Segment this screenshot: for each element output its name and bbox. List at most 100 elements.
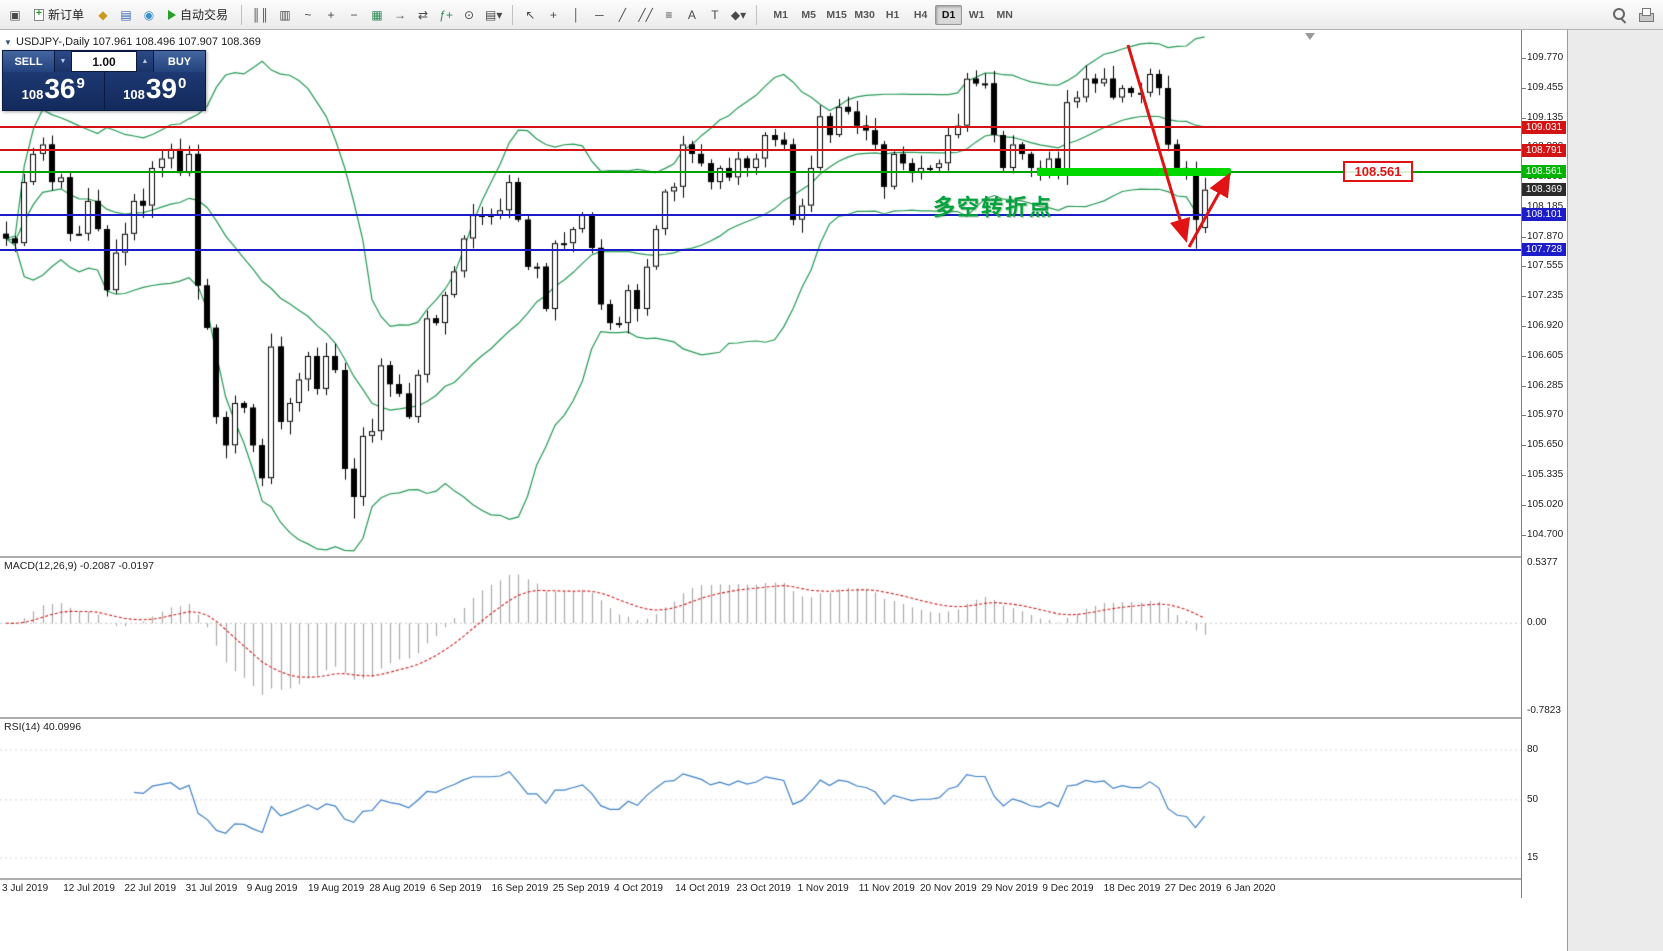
candlestick-chart-icon: ▥ [279,7,291,22]
tile-windows-button[interactable]: ▦ [366,4,388,26]
line-chart-button[interactable]: ~ [297,4,319,26]
market-watch-icon: ▤ [120,7,132,22]
support-band[interactable] [1037,167,1231,176]
horizontal-line-button[interactable]: ─ [588,4,610,26]
timeframe-d1-button[interactable]: D1 [935,4,963,25]
level-line-resistance-1[interactable] [0,126,1521,129]
price-axis-label: 107.235 [1527,290,1564,302]
arrows-button[interactable]: ◆▾ [727,4,750,26]
trendline-button[interactable]: ╱ [611,4,633,26]
date-label: 14 Oct 2019 [675,883,730,894]
price-tick [1522,236,1526,238]
auto-scroll-button[interactable]: → [389,4,411,26]
arrows-icon: ◆▾ [730,7,747,22]
timeframe-h4-button[interactable]: H4 [913,8,928,21]
rsi-dates-separator[interactable] [0,878,1566,880]
rsi-indicator-label: RSI(14) 40.0996 [4,721,82,733]
rsi-canvas[interactable] [0,719,1521,878]
price-axis-label: 107.870 [1527,230,1564,242]
volume-down-button[interactable]: ▼ [55,51,71,72]
sell-price-big: 36 [44,73,76,104]
timeframe-h1-button[interactable]: H1 [885,8,900,21]
level-line-resistance-2[interactable] [0,149,1521,152]
candlestick-chart-button[interactable]: ▥ [274,4,296,26]
metaeditor-button[interactable]: ◆ [92,4,114,26]
sell-price-button[interactable]: 108 36 9 [3,72,105,110]
level-line-pivot[interactable] [0,170,1521,173]
timeframe-mn-button[interactable]: MN [996,8,1013,21]
bar-chart-button[interactable]: ║║ [248,4,273,26]
fibonacci-button[interactable]: ≡ [658,4,680,26]
price-tag-current-bid: 108.369 [1522,183,1566,197]
text-button[interactable]: A [681,4,703,26]
timeframe-m1-button[interactable]: M1 [773,8,788,21]
equidistant-channel-icon: ╱╱ [638,7,653,22]
trend-arrow-up[interactable] [1187,172,1231,248]
terminal-window-button[interactable]: ▣ [4,4,26,26]
timeframe-m5-button[interactable]: M5 [801,8,816,21]
date-label: 18 Dec 2019 [1103,883,1161,894]
vertical-line-button[interactable]: │ [565,4,587,26]
price-tick [1522,87,1526,89]
templates-button[interactable]: ▤▾ [481,4,506,26]
market-watch-button[interactable]: ▤ [115,4,137,26]
level-line-support-2[interactable] [0,248,1521,251]
new-order-button[interactable]: 新订单 [27,4,91,26]
date-label: 27 Dec 2019 [1164,883,1222,894]
auto-trading-button[interactable]: 自动交易 [161,4,235,26]
print-button[interactable] [1633,4,1659,26]
price-tick [1522,534,1526,536]
chart-shift-marker[interactable] [1305,33,1315,40]
toolbar-separator [756,4,758,25]
symbol-search-button[interactable] [1606,4,1632,26]
buy-button[interactable]: BUY [153,51,205,72]
navigator-button[interactable]: ◉ [138,4,160,26]
chart-title: USDJPY-,Daily 107.961 108.496 107.907 10… [16,36,261,48]
price-tag-pivot: 108.561 [1522,165,1566,179]
timeframe-w1-button[interactable]: W1 [968,8,985,21]
sell-button[interactable]: SELL [3,51,55,72]
timeframe-m15-button[interactable]: M15 [826,8,847,21]
line-chart-icon: ~ [304,7,312,22]
price-axis-label: 105.335 [1527,468,1564,480]
cursor-button[interactable]: ↖ [519,4,541,26]
chart-shift-button[interactable]: ⇄ [412,4,434,26]
equidistant-channel-button[interactable]: ╱╱ [634,4,656,26]
level-line-support-1[interactable] [0,213,1521,216]
timeframe-toolbar: M1 M5 M15 M30 H1 H4 D1 W1 MN [767,4,1018,25]
date-label: 19 Aug 2019 [308,883,365,894]
indicators-button[interactable]: ƒ+ [435,4,457,26]
chart-macd-separator[interactable] [0,556,1566,558]
time-axis[interactable]: 3 Jul 2019 12 Jul 2019 22 Jul 2019 31 Jul 2… [0,879,1566,898]
one-click-collapse-icon[interactable]: ▼ [4,38,12,47]
volume-up-button[interactable]: ▲ [137,51,153,72]
toolbar-separator [241,4,243,25]
zoom-out-button[interactable]: − [343,4,365,26]
fibonacci-icon: ≡ [665,7,673,22]
candlestick-canvas[interactable] [0,33,1521,556]
search-icon [1610,6,1628,24]
text-label-button[interactable]: T [704,4,726,26]
buy-price-button[interactable]: 108 39 0 [105,72,206,110]
metaeditor-icon: ◆ [98,7,108,22]
macd-canvas[interactable] [0,558,1521,716]
macd-rsi-separator[interactable] [0,717,1566,719]
price-axis[interactable]: 109.770109.455109.135108.820108.505108.1… [1521,30,1566,898]
price-tick [1522,415,1526,417]
periods-button[interactable]: ⊙ [458,4,480,26]
cursor-icon: ↖ [525,7,536,22]
price-tick [1522,206,1526,208]
print-icon [1637,6,1655,24]
date-label: 28 Aug 2019 [369,883,426,894]
price-tick [1522,385,1526,387]
trend-arrow-down[interactable] [1126,44,1191,243]
crosshair-button[interactable]: + [542,4,564,26]
chart-annotation-text[interactable]: 多空转折点 [933,195,1054,220]
zoom-in-button[interactable]: + [320,4,342,26]
vertical-line-icon: │ [572,7,581,22]
price-callout[interactable]: 108.561 [1343,161,1413,182]
volume-input[interactable] [71,51,137,72]
terminal-window-icon: ▣ [9,7,21,22]
timeframe-m30-button[interactable]: M30 [854,8,875,21]
